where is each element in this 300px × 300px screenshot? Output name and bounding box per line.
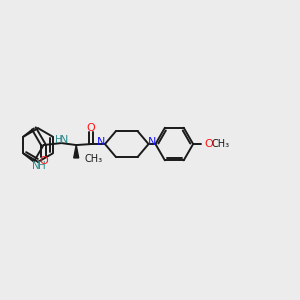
Text: O: O bbox=[39, 156, 48, 166]
Text: H: H bbox=[55, 135, 62, 145]
Text: N: N bbox=[32, 160, 40, 171]
Text: O: O bbox=[87, 123, 95, 133]
Text: N: N bbox=[148, 137, 157, 147]
Polygon shape bbox=[74, 145, 79, 158]
Text: N: N bbox=[60, 135, 68, 145]
Text: CH₃: CH₃ bbox=[84, 154, 102, 164]
Text: H: H bbox=[38, 160, 46, 171]
Text: O: O bbox=[204, 139, 213, 149]
Text: CH₃: CH₃ bbox=[212, 139, 230, 149]
Text: N: N bbox=[97, 137, 105, 147]
